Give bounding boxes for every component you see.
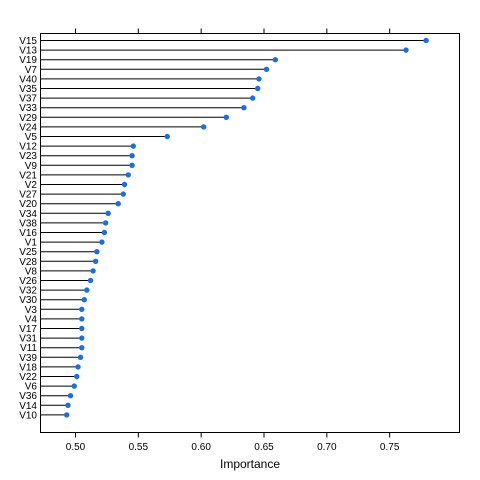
y-tick-label: V32 (19, 286, 37, 297)
y-tick-label: V29 (19, 113, 37, 124)
data-point (79, 306, 85, 312)
data-point (403, 47, 409, 53)
x-tick-label: 0.60 (191, 442, 211, 453)
y-tick-label: V13 (19, 46, 37, 57)
data-point (84, 287, 90, 293)
x-tick-label: 0.50 (66, 442, 86, 453)
data-point (272, 57, 279, 63)
y-tick-label: V36 (19, 391, 37, 402)
y-tick-label: V18 (19, 362, 37, 373)
y-tick-label: V14 (19, 401, 37, 412)
data-point (79, 335, 85, 341)
data-point (164, 133, 170, 140)
y-tick-label: V34 (19, 209, 37, 220)
data-point (223, 114, 229, 121)
y-tick-label: V40 (19, 74, 37, 85)
data-point (121, 181, 128, 188)
y-tick-label: V19 (19, 55, 37, 66)
y-tick-label: V10 (19, 410, 37, 421)
data-point (79, 345, 85, 351)
y-tick-label: V35 (19, 84, 37, 95)
y-tick-label: V2 (25, 180, 38, 191)
x-tick-label: 0.75 (380, 442, 400, 453)
x-axis-title: Importance (220, 457, 280, 471)
plot-frame (40, 33, 460, 433)
data-point (120, 191, 126, 197)
data-point (129, 162, 135, 168)
data-point (249, 95, 256, 101)
y-tick-label: V8 (25, 266, 38, 277)
data-point (241, 105, 247, 111)
y-tick-label: V16 (19, 228, 37, 239)
data-point (90, 268, 96, 274)
y-tick-label: V12 (19, 142, 37, 153)
y-tick-label: V3 (25, 305, 38, 316)
data-point (99, 239, 105, 245)
y-tick-label: V15 (19, 36, 37, 47)
data-point (77, 354, 84, 360)
data-point (102, 220, 109, 226)
data-point (263, 66, 270, 73)
y-tick-label: V6 (25, 382, 38, 393)
data-point (125, 172, 131, 178)
data-point (67, 393, 74, 399)
y-axis-labels: V15V13V19V7V40V35V37V33V29V24V5V12V23V9V… (19, 36, 37, 421)
x-tick-label: 0.55 (129, 442, 149, 453)
y-tick-label: V5 (25, 132, 38, 143)
y-tick-label: V17 (19, 324, 37, 335)
data-point (115, 201, 121, 207)
y-tick-label: V26 (19, 276, 37, 287)
y-tick-label: V25 (19, 247, 37, 258)
data-point (92, 258, 99, 264)
x-tick-label: 0.70 (317, 442, 337, 453)
data-point (105, 210, 111, 216)
data-point (101, 229, 108, 236)
y-tick-label: V24 (19, 122, 37, 133)
y-tick-label: V33 (19, 103, 37, 114)
data-point (87, 277, 94, 284)
y-tick-label: V11 (20, 343, 37, 354)
data-point (79, 316, 85, 322)
data-point (75, 364, 81, 370)
y-tick-label: V23 (19, 151, 37, 162)
data-point (81, 297, 87, 303)
data-point (65, 402, 71, 408)
y-tick-label: V9 (25, 161, 38, 172)
data-point (200, 124, 207, 130)
y-tick-label: V4 (25, 314, 38, 325)
y-tick-label: V22 (19, 372, 37, 383)
y-tick-label: V37 (19, 94, 37, 105)
top-axis-ticks (75, 28, 391, 34)
data-point (64, 412, 70, 418)
y-tick-label: V7 (25, 65, 38, 76)
x-axis: 0.50 0.55 0.60 0.65 0.70 0.75 (66, 432, 400, 453)
data-point (71, 383, 77, 389)
y-tick-label: V21 (19, 170, 37, 181)
y-tick-label: V1 (25, 238, 38, 249)
y-tick-label: V28 (19, 257, 37, 268)
y-tick-label: V30 (19, 295, 37, 306)
data-point (129, 153, 135, 159)
data-point (130, 143, 137, 149)
data-point (79, 325, 85, 332)
data-point (74, 373, 80, 380)
stem-lines (41, 40, 427, 416)
data-point (94, 249, 100, 255)
x-tick-label: 0.65 (254, 442, 274, 453)
y-tick-label: V27 (19, 190, 37, 201)
y-tick-label: V38 (19, 218, 37, 229)
data-points (64, 37, 429, 418)
y-tick-label: V20 (19, 199, 37, 210)
data-point (423, 37, 429, 44)
y-tick-label: V39 (19, 353, 37, 364)
data-point (256, 76, 262, 82)
data-point (255, 85, 261, 92)
y-tick-label: V31 (19, 334, 37, 345)
